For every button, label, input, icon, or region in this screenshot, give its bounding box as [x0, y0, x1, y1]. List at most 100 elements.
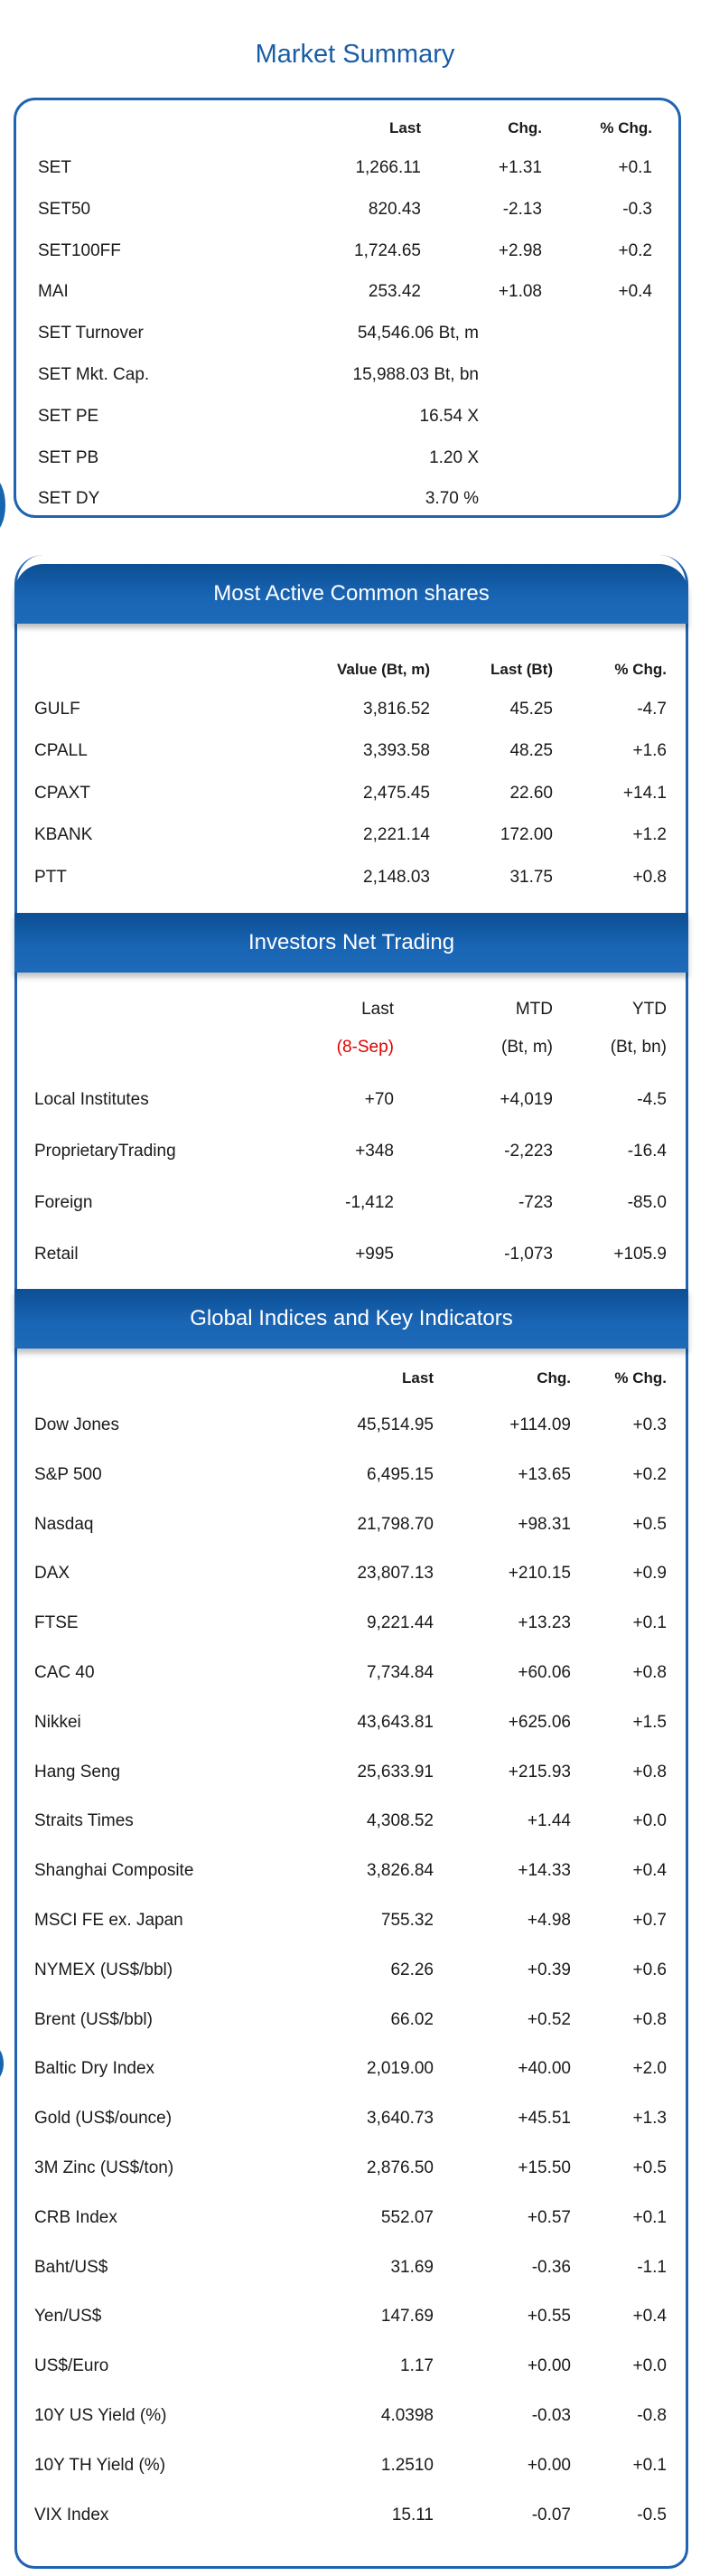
gl-row-last: 6,495.15 [367, 1464, 434, 1484]
gl-row-chg: +60.06 [518, 1663, 571, 1682]
gl-row-pct: +0.5 [632, 2158, 667, 2177]
gl-row-chg: +0.57 [527, 2207, 571, 2227]
gl-row-chg: +98.31 [518, 1514, 571, 1534]
gl-row-last: 66.02 [390, 2009, 434, 2029]
ms-row-pct: +0.1 [618, 158, 652, 177]
gl-row-chg: +625.06 [508, 1712, 571, 1732]
gl-row-pct: +0.8 [632, 1663, 667, 1682]
ma-row-pct: +14.1 [622, 783, 667, 803]
ms-row-name: MAI [38, 282, 69, 302]
gl-row-pct: +0.8 [632, 2009, 667, 2029]
gl-row-chg: +4.98 [527, 1911, 571, 1930]
gl-row-chg: +0.52 [527, 2009, 571, 2029]
ms-row-chg: +2.98 [498, 240, 542, 260]
gl-row-chg: +45.51 [518, 2109, 571, 2129]
ma-row-value: 2,475.45 [363, 783, 430, 803]
gl-row-chg: +0.39 [527, 1960, 571, 1979]
gl-row-pct: +0.0 [632, 2356, 667, 2376]
inv-row-ytd: +105.9 [613, 1245, 667, 1264]
ms-row-name: SET Turnover [38, 324, 144, 343]
ma-row-last: 45.25 [509, 700, 553, 719]
gl-row-name: DAX [34, 1564, 70, 1584]
ms-row-name: SET [38, 158, 71, 177]
gl-row-chg: +40.00 [518, 2059, 571, 2079]
gl-row-name: Gold (US$/ounce) [34, 2109, 173, 2129]
gl-row-pct: +0.1 [632, 2455, 667, 2475]
inv-mtd-unit: (Bt, m) [501, 1038, 553, 1057]
gl-col-chg: Chg. [537, 1369, 571, 1387]
gl-row-pct: +0.4 [632, 1861, 667, 1881]
gl-row-chg: +15.50 [518, 2158, 571, 2177]
ms-row-last: 3.70 % [425, 489, 479, 509]
ma-row-name: GULF [34, 700, 80, 719]
gl-col-pct: % Chg. [614, 1369, 667, 1387]
ms-col-pct: % Chg. [600, 119, 652, 136]
ms-row-last: 1,266.11 [355, 158, 421, 177]
inv-col-last: Last [361, 1000, 394, 1019]
gl-row-pct: +0.0 [632, 1811, 667, 1831]
market-details-panel [14, 555, 688, 2569]
ma-row-name: CPALL [34, 741, 88, 761]
gl-row-pct: +0.2 [632, 1464, 667, 1484]
gl-row-chg: +13.65 [518, 1464, 571, 1484]
gl-row-name: 3M Zinc (US$/ton) [34, 2158, 174, 2177]
gl-row-pct: +0.6 [632, 1960, 667, 1979]
gl-row-last: 4.0398 [380, 2406, 434, 2425]
ms-row-name: SET50 [38, 199, 91, 219]
ms-row-chg: -2.13 [502, 199, 542, 219]
gl-row-pct: +0.3 [632, 1415, 667, 1434]
inv-row-last: -1,412 [345, 1193, 394, 1212]
inv-row-name: Local Institutes [34, 1090, 149, 1109]
global-header: Global Indices and Key Indicators [14, 1289, 688, 1349]
gl-row-name: Nasdaq [34, 1514, 94, 1534]
gl-row-last: 2,019.00 [367, 2059, 434, 2079]
ms-row-chg: +1.31 [498, 158, 542, 177]
ma-row-value: 2,221.14 [363, 825, 430, 845]
inv-row-mtd: -1,073 [504, 1245, 553, 1264]
gl-row-name: MSCI FE ex. Japan [34, 1911, 183, 1930]
ma-row-pct: +1.6 [632, 741, 667, 761]
gl-row-last: 21,798.70 [357, 1514, 434, 1534]
inv-row-mtd: +4,019 [500, 1090, 553, 1109]
page-title: Market Summary [255, 40, 455, 69]
gl-row-name: Shanghai Composite [34, 1861, 194, 1881]
ma-row-pct: +1.2 [632, 825, 667, 845]
gl-row-chg: +114.09 [509, 1415, 571, 1434]
gl-col-last: Last [402, 1369, 434, 1387]
gl-row-last: 62.26 [390, 1960, 434, 1979]
gl-row-pct: +0.5 [632, 1514, 667, 1534]
gl-row-chg: +13.23 [518, 1613, 571, 1633]
gl-row-name: US$/Euro [34, 2356, 109, 2376]
ms-row-name: SET DY [38, 489, 100, 509]
gl-row-name: NYMEX (US$/bbl) [34, 1960, 173, 1979]
gl-row-chg: +14.33 [518, 1861, 571, 1881]
ms-row-name: SET100FF [38, 240, 121, 260]
ms-row-name: SET PB [38, 447, 99, 467]
gl-row-pct: +2.0 [632, 2059, 667, 2079]
gl-row-chg: -0.36 [531, 2257, 571, 2277]
gl-row-name: Straits Times [34, 1811, 134, 1831]
gl-row-pct: -1.1 [637, 2257, 667, 2277]
inv-row-ytd: -16.4 [627, 1142, 667, 1161]
gl-row-chg: +1.44 [527, 1811, 571, 1831]
ma-row-name: PTT [34, 867, 67, 887]
most-active-header: Most Active Common shares [14, 564, 688, 624]
inv-ytd-unit: (Bt, bn) [610, 1038, 667, 1057]
gl-row-last: 1.17 [400, 2356, 434, 2376]
gl-row-last: 1.2510 [380, 2455, 434, 2475]
inv-row-last: +348 [355, 1142, 394, 1161]
ms-row-last: 1.20 X [429, 447, 479, 467]
gl-row-last: 15.11 [391, 2505, 434, 2524]
gl-row-pct: +0.7 [632, 1911, 667, 1930]
gl-row-pct: +0.1 [632, 1613, 667, 1633]
inv-row-last: +70 [364, 1090, 394, 1109]
ms-col-last: Last [389, 119, 421, 136]
ms-row-name: SET Mkt. Cap. [38, 365, 150, 384]
gl-row-last: 552.07 [380, 2207, 434, 2227]
gl-row-pct: +1.5 [632, 1712, 667, 1732]
inv-row-last: +995 [355, 1245, 394, 1264]
inv-row-ytd: -85.0 [627, 1193, 667, 1212]
gl-row-last: 2,876.50 [367, 2158, 434, 2177]
market-summary-panel [14, 98, 681, 518]
ms-row-pct: -0.3 [622, 199, 652, 219]
